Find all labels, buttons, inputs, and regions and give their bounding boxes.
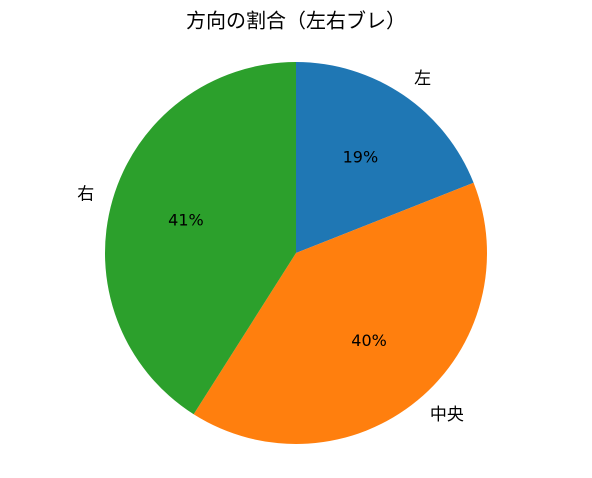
pie-slice (193, 182, 488, 444)
chart-title: 方向の割合（左右ブレ） (186, 9, 406, 33)
slice-label: 左 (414, 69, 431, 89)
value-label: 19% (343, 148, 379, 167)
pie-slice (105, 62, 296, 415)
value-label: 41% (168, 211, 204, 230)
slice-label: 中央 (430, 405, 464, 425)
pie-slice (296, 62, 474, 253)
slice-label: 右 (77, 184, 94, 204)
value-label: 40% (351, 331, 387, 350)
